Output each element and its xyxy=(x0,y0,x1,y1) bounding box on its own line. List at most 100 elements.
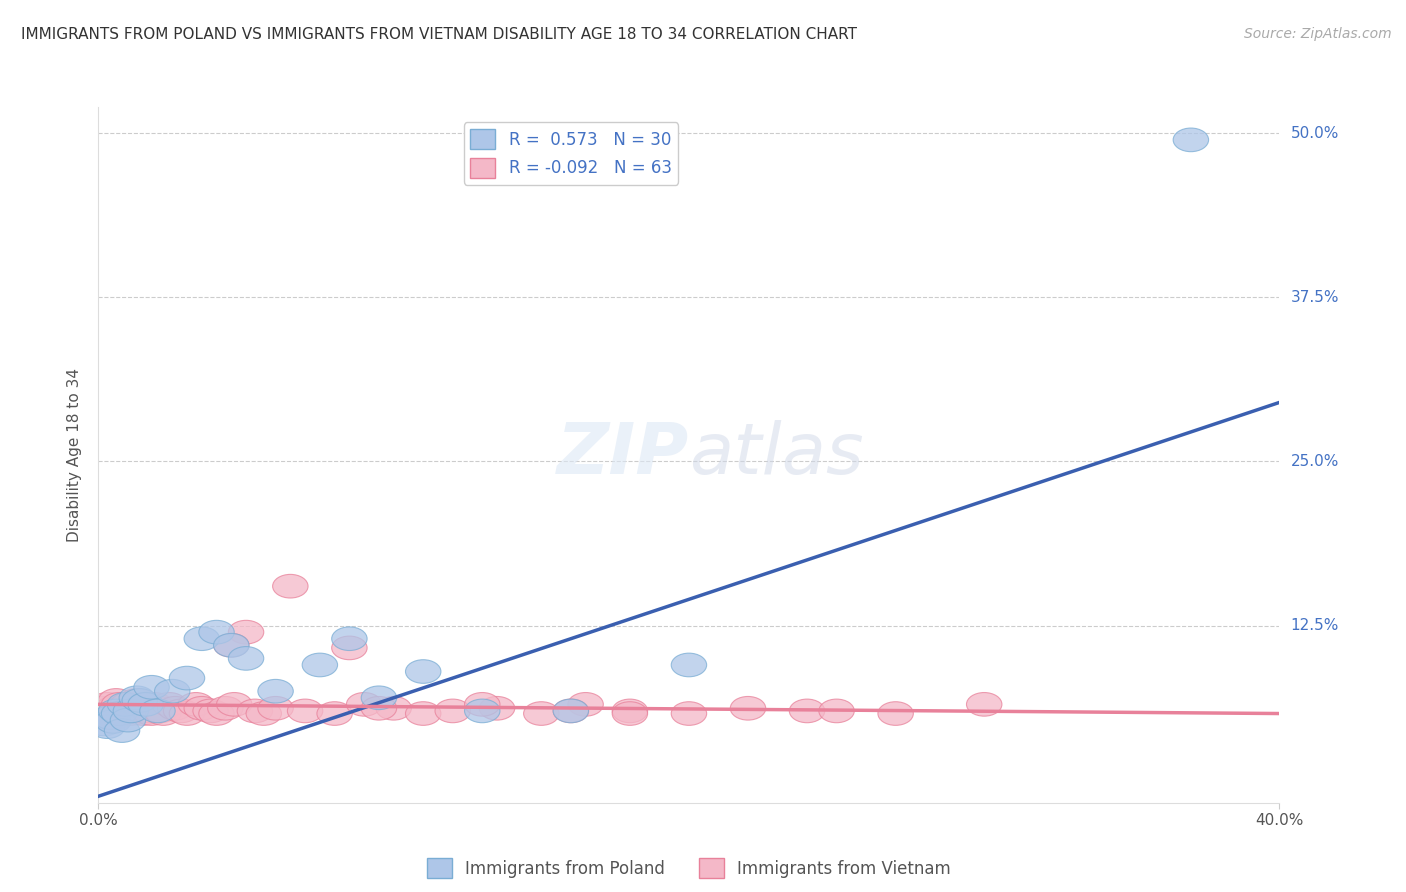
Ellipse shape xyxy=(169,666,205,690)
Ellipse shape xyxy=(405,660,441,683)
Ellipse shape xyxy=(157,697,193,720)
Ellipse shape xyxy=(287,699,323,723)
Ellipse shape xyxy=(169,702,205,725)
Text: 37.5%: 37.5% xyxy=(1291,290,1339,305)
Text: 25.0%: 25.0% xyxy=(1291,454,1339,469)
Ellipse shape xyxy=(818,699,855,723)
Ellipse shape xyxy=(316,702,353,725)
Ellipse shape xyxy=(110,708,146,732)
Ellipse shape xyxy=(134,675,169,699)
Ellipse shape xyxy=(214,633,249,657)
Ellipse shape xyxy=(877,702,914,725)
Ellipse shape xyxy=(98,706,134,730)
Ellipse shape xyxy=(125,702,160,725)
Ellipse shape xyxy=(257,680,294,703)
Ellipse shape xyxy=(114,699,149,723)
Ellipse shape xyxy=(98,689,134,712)
Ellipse shape xyxy=(671,702,707,725)
Ellipse shape xyxy=(1173,128,1209,152)
Ellipse shape xyxy=(217,692,252,716)
Ellipse shape xyxy=(346,692,382,716)
Ellipse shape xyxy=(104,719,139,742)
Ellipse shape xyxy=(98,699,134,723)
Ellipse shape xyxy=(114,702,149,725)
Ellipse shape xyxy=(730,697,766,720)
Ellipse shape xyxy=(332,636,367,660)
Ellipse shape xyxy=(104,702,139,725)
Ellipse shape xyxy=(612,702,648,725)
Ellipse shape xyxy=(179,692,214,716)
Ellipse shape xyxy=(375,697,412,720)
Ellipse shape xyxy=(405,702,441,725)
Ellipse shape xyxy=(87,706,122,730)
Ellipse shape xyxy=(214,633,249,657)
Ellipse shape xyxy=(152,692,187,716)
Ellipse shape xyxy=(361,686,396,710)
Ellipse shape xyxy=(184,697,219,720)
Ellipse shape xyxy=(122,697,157,720)
Ellipse shape xyxy=(143,699,179,723)
Text: ZIP: ZIP xyxy=(557,420,689,490)
Ellipse shape xyxy=(136,692,173,716)
Ellipse shape xyxy=(96,710,131,733)
Text: 50.0%: 50.0% xyxy=(1291,126,1339,141)
Ellipse shape xyxy=(553,699,589,723)
Ellipse shape xyxy=(120,686,155,710)
Text: 12.5%: 12.5% xyxy=(1291,618,1339,633)
Ellipse shape xyxy=(128,692,163,716)
Ellipse shape xyxy=(332,627,367,650)
Ellipse shape xyxy=(96,697,131,720)
Ellipse shape xyxy=(93,706,128,730)
Legend: Immigrants from Poland, Immigrants from Vietnam: Immigrants from Poland, Immigrants from … xyxy=(420,851,957,885)
Ellipse shape xyxy=(434,699,471,723)
Ellipse shape xyxy=(228,620,264,644)
Ellipse shape xyxy=(273,574,308,598)
Ellipse shape xyxy=(84,697,120,720)
Ellipse shape xyxy=(257,697,294,720)
Ellipse shape xyxy=(90,702,125,725)
Ellipse shape xyxy=(107,692,143,716)
Ellipse shape xyxy=(101,692,136,716)
Ellipse shape xyxy=(128,692,163,716)
Text: atlas: atlas xyxy=(689,420,863,490)
Ellipse shape xyxy=(139,699,176,723)
Ellipse shape xyxy=(93,699,128,723)
Ellipse shape xyxy=(228,647,264,670)
Ellipse shape xyxy=(479,697,515,720)
Ellipse shape xyxy=(612,699,648,723)
Ellipse shape xyxy=(523,702,560,725)
Ellipse shape xyxy=(302,653,337,677)
Ellipse shape xyxy=(146,702,181,725)
Ellipse shape xyxy=(184,627,219,650)
Ellipse shape xyxy=(101,702,136,725)
Ellipse shape xyxy=(87,712,122,736)
Ellipse shape xyxy=(208,697,243,720)
Ellipse shape xyxy=(553,699,589,723)
Ellipse shape xyxy=(671,653,707,677)
Ellipse shape xyxy=(104,697,139,720)
Ellipse shape xyxy=(464,699,501,723)
Ellipse shape xyxy=(90,714,125,739)
Y-axis label: Disability Age 18 to 34: Disability Age 18 to 34 xyxy=(67,368,83,542)
Ellipse shape xyxy=(131,699,166,723)
Ellipse shape xyxy=(163,699,198,723)
Ellipse shape xyxy=(122,689,157,712)
Ellipse shape xyxy=(246,702,281,725)
Ellipse shape xyxy=(117,699,152,723)
Ellipse shape xyxy=(361,697,396,720)
Ellipse shape xyxy=(238,699,273,723)
Ellipse shape xyxy=(107,699,143,723)
Ellipse shape xyxy=(90,692,125,716)
Ellipse shape xyxy=(114,697,149,720)
Ellipse shape xyxy=(464,692,501,716)
Ellipse shape xyxy=(120,689,155,712)
Ellipse shape xyxy=(110,692,146,716)
Text: Source: ZipAtlas.com: Source: ZipAtlas.com xyxy=(1244,27,1392,41)
Ellipse shape xyxy=(789,699,825,723)
Ellipse shape xyxy=(139,697,176,720)
Ellipse shape xyxy=(155,680,190,703)
Ellipse shape xyxy=(966,692,1002,716)
Text: IMMIGRANTS FROM POLAND VS IMMIGRANTS FROM VIETNAM DISABILITY AGE 18 TO 34 CORREL: IMMIGRANTS FROM POLAND VS IMMIGRANTS FRO… xyxy=(21,27,858,42)
Ellipse shape xyxy=(198,620,235,644)
Ellipse shape xyxy=(198,702,235,725)
